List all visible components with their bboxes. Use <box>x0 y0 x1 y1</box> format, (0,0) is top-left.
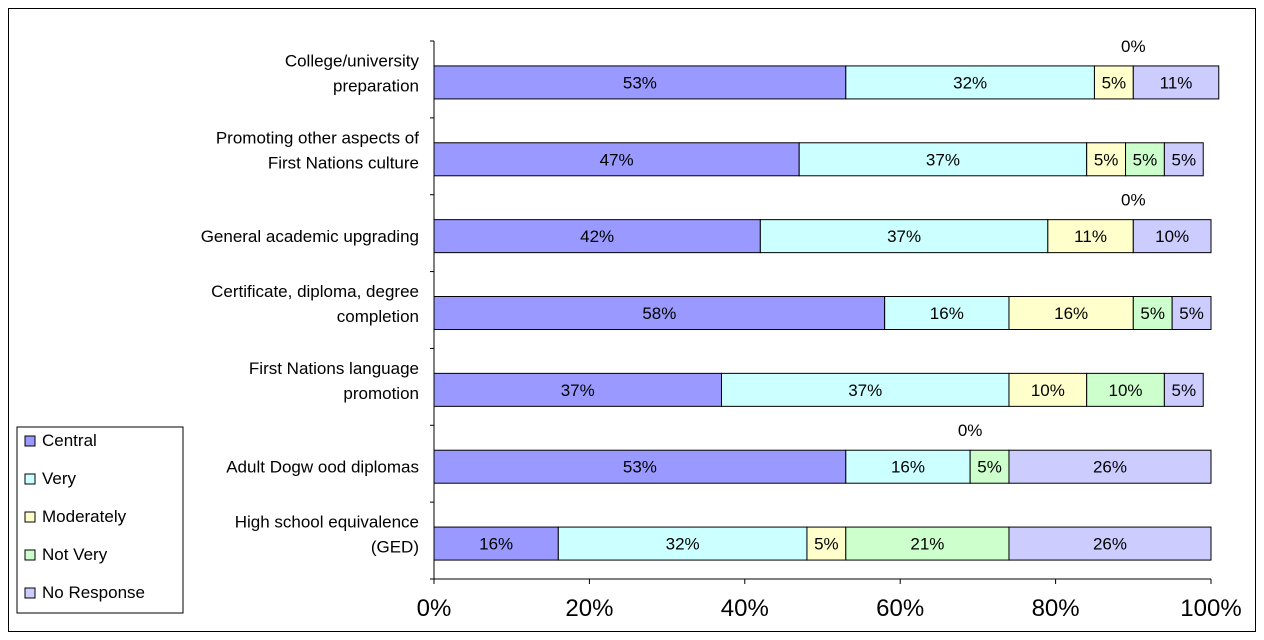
legend-label: Moderately <box>42 507 127 526</box>
bar-segment <box>884 296 1010 330</box>
data-label: 5% <box>1133 150 1158 169</box>
data-label: 10% <box>1155 227 1189 246</box>
category-label: First Nations language <box>249 359 419 378</box>
data-label: 32% <box>666 535 700 554</box>
bar-segment <box>433 526 559 561</box>
legend-label: Not Very <box>42 545 108 564</box>
legend-label: No Response <box>42 583 145 602</box>
bar-segment <box>1008 372 1088 407</box>
data-label: 0% <box>1121 191 1146 210</box>
bar-segment <box>1047 219 1134 254</box>
bar-segment <box>433 372 722 407</box>
data-label: 16% <box>1054 304 1088 323</box>
data-label: 58% <box>642 304 676 323</box>
legend-swatch <box>24 435 36 447</box>
legend-label: Very <box>42 469 77 488</box>
category-label: promotion <box>343 384 419 403</box>
data-label: 53% <box>623 458 657 477</box>
data-label: 10% <box>1031 381 1065 400</box>
bar-segment <box>433 296 886 330</box>
data-label: 32% <box>953 73 987 92</box>
bar-segment <box>1008 449 1212 484</box>
data-label: 5% <box>814 535 839 554</box>
legend-swatch <box>24 587 36 599</box>
x-tick-label: 20% <box>565 595 613 622</box>
data-label: 11% <box>1160 73 1193 92</box>
data-label: 26% <box>1093 535 1127 554</box>
bar-segment <box>433 142 800 177</box>
data-label: 37% <box>926 150 960 169</box>
bar-segment <box>1132 65 1220 100</box>
bar-segment <box>1008 526 1212 561</box>
legend-swatch <box>24 549 36 561</box>
data-label: 37% <box>848 381 882 400</box>
data-label: 0% <box>958 421 983 440</box>
legend-swatch <box>24 473 36 485</box>
data-label: 47% <box>600 150 634 169</box>
stacked-bar-chart: 0% 20% 40% 60% 80% 100% College/university prep… <box>16 37 1242 622</box>
data-label: 42% <box>580 227 614 246</box>
category-label: Promoting other aspects of <box>216 128 419 147</box>
bar-segment <box>1163 372 1204 407</box>
legend-box <box>16 426 184 614</box>
data-label: 21% <box>910 535 944 554</box>
bar-segment <box>1125 142 1165 177</box>
bar-segment <box>1008 296 1134 330</box>
category-label: (GED) <box>371 538 419 557</box>
category-label: preparation <box>333 76 419 95</box>
data-label: 37% <box>561 381 595 400</box>
data-label: 5% <box>977 458 1002 477</box>
data-label: 16% <box>930 304 964 323</box>
chart-frame: 0% 20% 40% 60% 80% 100% College/university prep… <box>8 8 1256 632</box>
bar-segment <box>798 142 1088 177</box>
data-label: 5% <box>1179 304 1204 323</box>
data-label: 26% <box>1093 458 1127 477</box>
data-label: 5% <box>1172 150 1197 169</box>
bar-segment <box>433 219 761 254</box>
bar-segment <box>1093 65 1134 100</box>
x-tick-label: 100% <box>1180 595 1241 622</box>
category-label: General academic upgrading <box>201 227 419 246</box>
bar-segment <box>720 372 1010 407</box>
data-label: 37% <box>887 227 921 246</box>
data-label: 11% <box>1074 227 1107 246</box>
category-label: First Nations culture <box>268 153 419 172</box>
data-label: 5% <box>1102 73 1127 92</box>
data-label: 53% <box>623 73 657 92</box>
legend-swatch <box>24 511 36 523</box>
bar-segment <box>759 219 1049 254</box>
x-tick-label: 60% <box>876 595 924 622</box>
data-label: 16% <box>479 535 513 554</box>
category-label: completion <box>337 307 419 326</box>
bar-segment <box>1086 142 1127 177</box>
category-label: Adult Dogw ood diplomas <box>226 458 419 477</box>
bar-segment <box>1163 142 1204 177</box>
x-tick-label: 80% <box>1032 595 1080 622</box>
data-label: 5% <box>1094 150 1119 169</box>
data-label: 5% <box>1172 381 1197 400</box>
data-label: 10% <box>1109 381 1143 400</box>
legend-label: Central <box>42 431 97 450</box>
bar-segment <box>806 526 847 561</box>
data-label: 5% <box>1140 304 1165 323</box>
category-label: Certificate, diploma, degree <box>211 282 419 301</box>
bar-segment <box>1171 296 1212 330</box>
category-label: College/university <box>285 51 420 70</box>
bar-segment <box>969 449 1010 484</box>
bar-segment <box>1132 219 1212 254</box>
bar-segment <box>1086 372 1165 407</box>
bar-segment <box>433 65 847 100</box>
x-tick-label: 40% <box>721 595 769 622</box>
data-label: 16% <box>891 458 925 477</box>
bar-segment <box>845 65 1095 100</box>
data-label: 0% <box>1121 37 1146 56</box>
x-tick-label: 0% <box>417 595 452 622</box>
category-label: High school equivalence <box>235 513 419 532</box>
